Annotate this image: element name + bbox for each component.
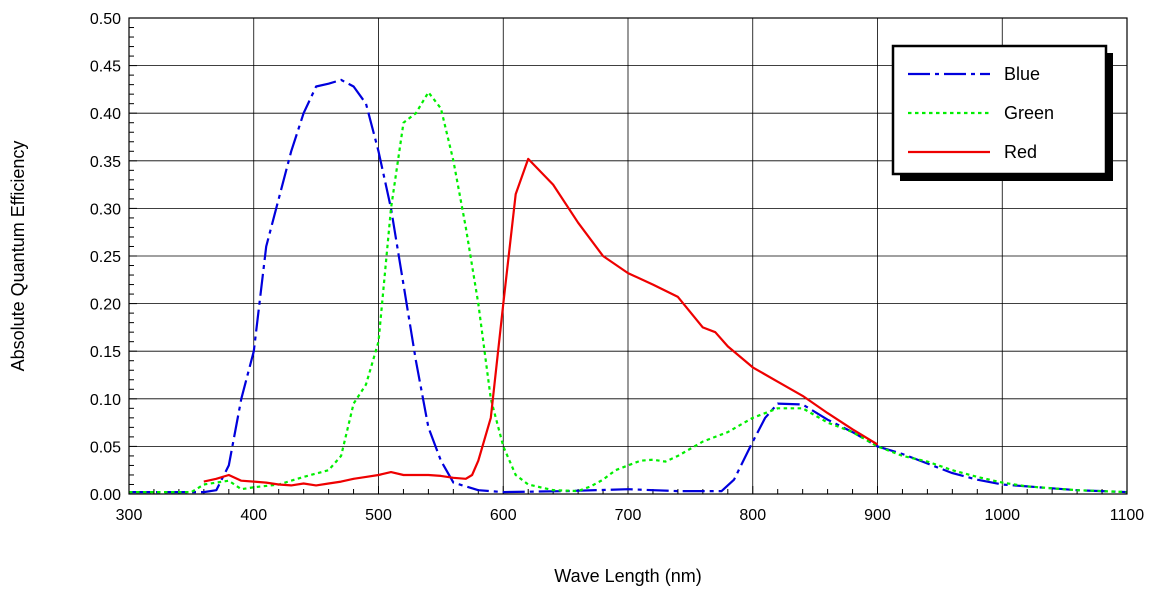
x-tick-label: 900 xyxy=(864,507,891,524)
x-tick-label: 500 xyxy=(365,507,392,524)
y-tick-label: 0.30 xyxy=(90,201,121,218)
y-axis-label: Absolute Quantum Efficiency xyxy=(8,141,28,372)
x-tick-labels: 300 400 500 600 700 800 900 1000 1100 xyxy=(116,507,1145,524)
y-tick-labels: 0.00 0.05 0.10 0.15 0.20 0.25 0.30 0.35 0.40 0.45… xyxy=(90,11,121,504)
legend-label-red: Red xyxy=(1004,142,1037,162)
x-tick-label: 1000 xyxy=(984,507,1020,524)
legend-label-green: Green xyxy=(1004,103,1054,123)
y-tick-label: 0.20 xyxy=(90,297,121,314)
y-tick-label: 0.25 xyxy=(90,249,121,266)
y-tick-label: 0.05 xyxy=(90,439,121,456)
y-tick-label: 0.35 xyxy=(90,154,121,171)
legend: Blue Green Red xyxy=(893,46,1113,181)
y-tick-label: 0.00 xyxy=(90,487,121,504)
y-tick-label: 0.40 xyxy=(90,106,121,123)
x-tick-label: 300 xyxy=(116,507,143,524)
legend-box xyxy=(893,46,1106,174)
legend-label-blue: Blue xyxy=(1004,64,1040,84)
x-tick-label: 400 xyxy=(240,507,267,524)
x-tick-label: 800 xyxy=(739,507,766,524)
x-tick-label: 1100 xyxy=(1110,507,1145,524)
x-tick-label: 600 xyxy=(490,507,517,524)
y-tick-label: 0.45 xyxy=(90,59,121,76)
y-tick-label: 0.10 xyxy=(90,392,121,409)
x-axis-label: Wave Length (nm) xyxy=(554,566,701,586)
x-tick-label: 700 xyxy=(615,507,642,524)
y-tick-label: 0.50 xyxy=(90,11,121,28)
series-line-red xyxy=(204,159,878,486)
y-tick-label: 0.15 xyxy=(90,344,121,361)
